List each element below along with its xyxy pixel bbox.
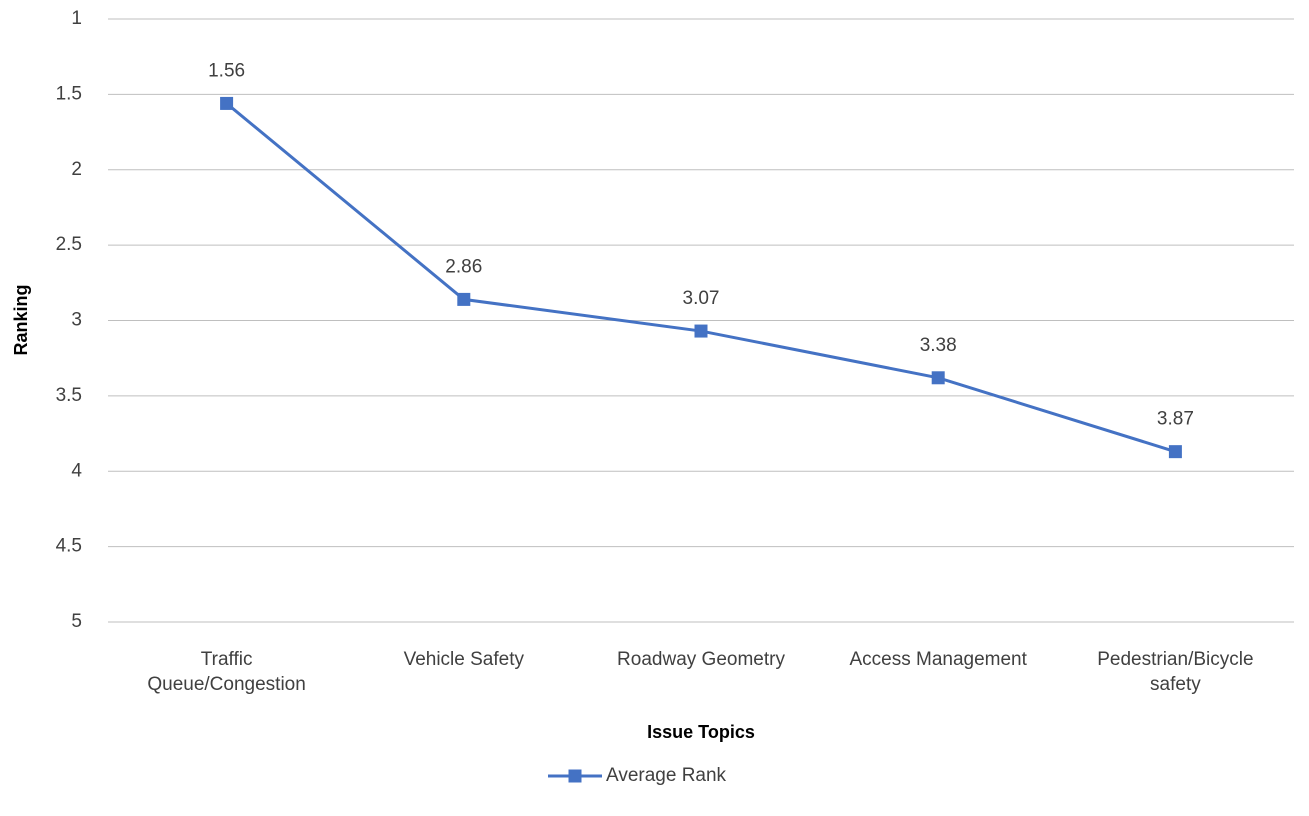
x-tick-label: Pedestrian/Bicycle safety	[1097, 649, 1254, 695]
legend-marker	[568, 769, 582, 783]
point-marker	[931, 371, 945, 385]
y-tick-label: 4	[71, 460, 82, 481]
point-marker	[220, 96, 234, 110]
x-tick-label: Roadway Geometry	[617, 649, 785, 670]
data-label: 1.56	[208, 60, 245, 81]
y-tick-label: 4.5	[56, 536, 82, 557]
y-tick-label: 2.5	[56, 234, 82, 255]
x-tick-label: Traffic Queue/Congestion	[147, 649, 306, 695]
y-tick-label: 1	[71, 8, 82, 29]
legend-label: Average Rank	[606, 765, 727, 786]
series-line	[225, 102, 1176, 454]
y-tick-label: 5	[71, 611, 82, 632]
point-marker	[457, 292, 471, 306]
x-tick-label: Vehicle Safety	[403, 649, 524, 670]
point-marker	[694, 324, 708, 338]
y-tick-label: 3.5	[56, 385, 82, 406]
x-axis-label: Issue Topics	[647, 722, 755, 742]
y-tick-label: 2	[71, 159, 82, 180]
data-label: 3.07	[683, 288, 720, 309]
data-label: 2.86	[445, 256, 482, 277]
y-tick-label: 3	[71, 310, 82, 331]
x-tick-label: Access Management	[849, 649, 1027, 670]
y-axis-label: Ranking	[11, 284, 31, 355]
data-label: 3.87	[1157, 409, 1194, 430]
data-label: 3.38	[920, 335, 957, 356]
point-marker	[1168, 445, 1182, 459]
y-tick-label: 1.5	[56, 83, 82, 104]
